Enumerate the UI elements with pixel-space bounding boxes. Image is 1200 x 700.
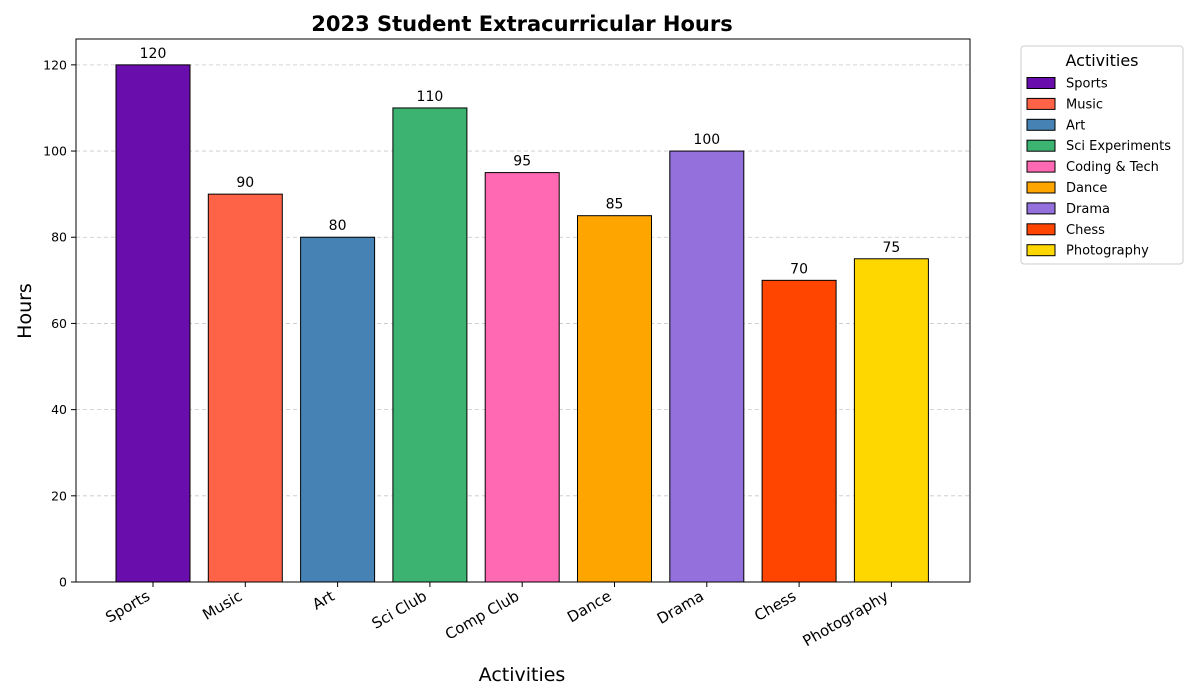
y-tick-label: 80: [51, 230, 67, 245]
legend-entry-label: Art: [1066, 118, 1085, 133]
legend-entry-label: Chess: [1066, 223, 1105, 238]
legend-entry-label: Coding & Tech: [1066, 160, 1159, 175]
bar-value-label: 95: [513, 154, 531, 170]
x-tick-label: Dance: [564, 587, 614, 626]
x-tick-label: Comp Club: [442, 587, 522, 644]
x-tick-label: Art: [309, 587, 337, 614]
bar-value-label: 120: [140, 46, 167, 62]
bar-value-label: 90: [236, 175, 254, 191]
bar: [392, 107, 468, 583]
legend-entry-label: Drama: [1066, 202, 1110, 217]
bar: [207, 193, 283, 583]
legend-title: Activities: [1066, 51, 1139, 70]
legend-entry-label: Dance: [1066, 181, 1107, 196]
legend-swatch: [1026, 97, 1056, 110]
x-tick-label: Sports: [102, 587, 153, 627]
y-axis-ticks: 0 20 40 60 80 100 120: [43, 57, 76, 590]
plot-frame: [75, 38, 971, 583]
legend-entry-label: Sci Experiments: [1066, 139, 1171, 154]
y-tick-label: 60: [51, 316, 67, 331]
bars: [115, 64, 929, 583]
bar-value-label: 110: [417, 89, 444, 105]
x-axis-title: Activities: [479, 664, 566, 686]
y-tick-label: 100: [43, 144, 67, 159]
y-tick-label: 120: [43, 57, 67, 72]
x-tick-label: Music: [199, 587, 245, 624]
x-tick-label: Sci Club: [369, 587, 430, 633]
x-tick-label: Photography: [800, 587, 892, 650]
x-tick-label: Chess: [751, 587, 799, 625]
bar-value-label: 75: [882, 240, 900, 256]
bar: [761, 279, 837, 583]
bar-value-label: 80: [329, 218, 347, 234]
y-axis-title: Hours: [14, 283, 36, 339]
x-tick-label: Drama: [654, 587, 707, 628]
x-axis-ticks: Sports Music Art Sci Club Comp Club Dance Dram…: [102, 582, 892, 650]
legend-entry-label: Sports: [1066, 77, 1108, 92]
bar-value-label: 100: [693, 132, 720, 148]
legend-swatch: [1026, 202, 1056, 215]
bar: [115, 64, 191, 583]
legend-swatch: [1026, 160, 1056, 173]
legend-swatch: [1026, 77, 1056, 89]
bar: [669, 150, 745, 583]
legend-swatch: [1026, 244, 1056, 257]
bar: [484, 172, 560, 583]
legend-swatch: [1026, 181, 1056, 194]
bar: [853, 258, 929, 583]
legend: Activities Sports Music Art Sci Experiments…: [1020, 45, 1184, 265]
legend-swatch: [1026, 118, 1056, 131]
legend-entry-label: Music: [1066, 97, 1103, 112]
legend-box: [1020, 45, 1184, 265]
bar-value-label: 85: [606, 197, 624, 213]
legend-entry-label: Photography: [1066, 244, 1149, 259]
y-tick-label: 0: [59, 575, 67, 590]
bar: [577, 215, 652, 583]
y-tick-label: 40: [51, 402, 67, 417]
y-tick-label: 20: [51, 488, 67, 503]
legend-swatch: [1026, 223, 1056, 236]
bar: [300, 236, 376, 583]
bar-value-label: 70: [790, 261, 808, 277]
legend-swatch: [1026, 139, 1056, 152]
bar-value-labels: 120 90 80 110 95 85 100 70 75: [140, 46, 901, 277]
chart-title: 2023 Student Extracurricular Hours: [311, 12, 732, 36]
